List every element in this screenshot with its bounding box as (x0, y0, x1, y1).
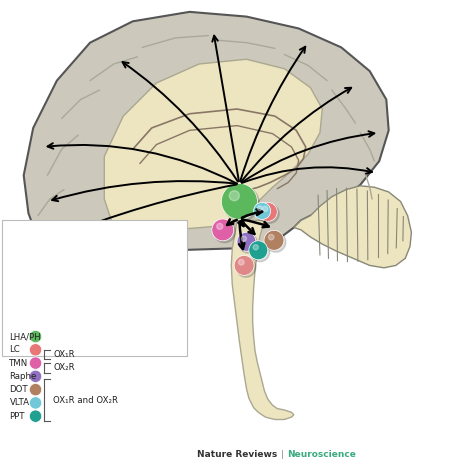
FancyArrowPatch shape (123, 62, 238, 182)
Text: OX₁R and OX₂R: OX₁R and OX₂R (53, 396, 118, 404)
Text: PPT: PPT (9, 412, 25, 420)
FancyArrowPatch shape (242, 131, 374, 182)
Text: VLTA: VLTA (9, 399, 29, 407)
Text: OX₂R: OX₂R (53, 364, 75, 372)
FancyArrowPatch shape (241, 88, 351, 182)
FancyArrowPatch shape (212, 36, 239, 181)
Circle shape (29, 357, 42, 369)
Circle shape (229, 191, 239, 201)
Polygon shape (231, 220, 294, 419)
Polygon shape (294, 186, 411, 268)
Polygon shape (24, 12, 389, 251)
Circle shape (239, 234, 258, 253)
Circle shape (251, 243, 270, 262)
FancyArrowPatch shape (239, 222, 245, 249)
Circle shape (266, 232, 286, 252)
Circle shape (236, 257, 256, 277)
Text: DOT: DOT (9, 385, 28, 394)
Polygon shape (104, 59, 322, 228)
Circle shape (29, 410, 42, 422)
Circle shape (257, 206, 262, 210)
Circle shape (217, 223, 223, 229)
Circle shape (253, 245, 258, 250)
Circle shape (268, 234, 274, 240)
FancyArrowPatch shape (242, 210, 262, 218)
Circle shape (223, 185, 259, 221)
Text: Raphe: Raphe (9, 372, 37, 381)
Circle shape (214, 221, 236, 243)
FancyArrowPatch shape (238, 220, 244, 226)
Circle shape (221, 183, 257, 219)
Circle shape (29, 330, 42, 343)
Circle shape (264, 230, 284, 250)
Circle shape (29, 383, 42, 396)
FancyArrowPatch shape (242, 167, 372, 183)
Circle shape (258, 202, 277, 221)
Circle shape (238, 259, 244, 265)
FancyArrowPatch shape (227, 219, 237, 225)
Circle shape (29, 397, 42, 409)
Circle shape (29, 370, 42, 383)
Text: LHA/PH: LHA/PH (9, 332, 41, 341)
Circle shape (241, 236, 246, 241)
FancyArrowPatch shape (57, 184, 237, 238)
Text: OX₁R: OX₁R (53, 350, 75, 359)
Circle shape (29, 344, 42, 356)
Text: TMN: TMN (9, 359, 29, 367)
Circle shape (249, 241, 268, 260)
Circle shape (263, 206, 268, 211)
Circle shape (234, 255, 254, 275)
Circle shape (237, 232, 256, 251)
FancyArrowPatch shape (52, 181, 237, 201)
Circle shape (260, 204, 279, 223)
FancyArrowPatch shape (47, 143, 237, 183)
Text: Neuroscience: Neuroscience (287, 450, 356, 458)
FancyBboxPatch shape (2, 220, 187, 356)
FancyArrowPatch shape (241, 221, 255, 234)
Text: LC: LC (9, 346, 20, 354)
FancyArrowPatch shape (240, 47, 305, 181)
Text: |: | (281, 450, 284, 458)
Circle shape (254, 202, 271, 219)
Text: Nature Reviews: Nature Reviews (197, 450, 277, 458)
Circle shape (212, 219, 234, 241)
FancyArrowPatch shape (242, 219, 269, 227)
Circle shape (255, 204, 273, 221)
